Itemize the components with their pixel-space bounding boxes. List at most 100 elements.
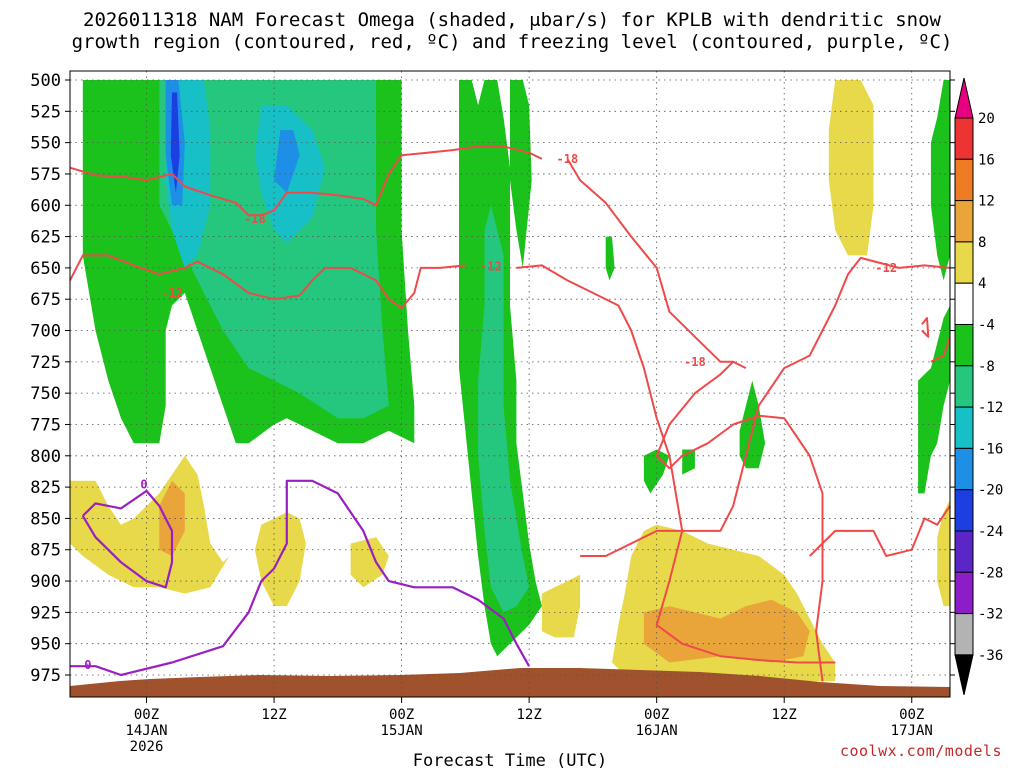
y-tick-label-500: 500 (30, 71, 61, 91)
y-tick-label-850: 850 (30, 509, 61, 529)
omega-region-15 (930, 80, 950, 281)
red-contour-0 (70, 145, 543, 217)
colorbar-bin-6 (954, 324, 974, 367)
colorbar-label-9: -20 (978, 483, 1003, 499)
colorbar-label-4: 4 (978, 276, 986, 292)
x-tick-sublabel-0-0: 14JAN (125, 723, 167, 739)
x-tick-sublabel-40-0: 16JAN (636, 723, 678, 739)
colorbar-bin-9 (954, 447, 974, 491)
colorbar-bottom-arrow (954, 654, 974, 696)
y-tick-label-725: 725 (30, 353, 61, 373)
omega-region-16 (828, 80, 874, 256)
y-tick-label-575: 575 (30, 165, 61, 185)
omega-region-18 (159, 480, 185, 556)
contour-lines: -18 -18 -18 -12 -12 -12 0 0 (70, 145, 950, 682)
colorbar-bin-2 (954, 158, 974, 202)
colorbar-label-11: -28 (978, 565, 1003, 581)
colorbar-label-8: -16 (978, 441, 1003, 457)
y-tick-label-925: 925 (30, 603, 61, 623)
gridlines (70, 71, 950, 697)
x-tick-sublabel-0-1: 2026 (130, 739, 164, 755)
y-tick-label-875: 875 (30, 541, 61, 561)
y-tick-label-525: 525 (30, 102, 61, 122)
y-tick-label-700: 700 (30, 322, 61, 342)
colorbar-label-5: -4 (978, 318, 995, 334)
y-tick-label-550: 550 (30, 134, 61, 154)
y-tick-label-600: 600 (30, 196, 61, 216)
red-contour-1 (566, 158, 747, 369)
y-axis: 500 525 550 575 600 625 650 675 700 725 750 775 800 8… (30, 71, 955, 686)
y-tick-label-650: 650 (30, 259, 61, 279)
red-contour-label-3: -12 (161, 286, 183, 300)
colorbar-label-0: 20 (978, 111, 995, 127)
red-contour-label-5: -12 (875, 261, 897, 275)
colorbar-label-12: -32 (978, 607, 1003, 623)
chart-title-line2: growth region (contoured, red, ºC) and f… (71, 31, 953, 53)
y-tick-label-750: 750 (30, 384, 61, 404)
colorbar-bin-10 (954, 489, 974, 532)
x-tick-sublabel-20-0: 15JAN (381, 723, 423, 739)
omega-shading (70, 80, 950, 682)
omega-region-5 (274, 130, 300, 193)
red-contour-label-2: -18 (684, 355, 706, 369)
omega-region-19 (254, 512, 306, 607)
omega-region-17 (70, 455, 230, 594)
omega-region-9 (510, 80, 532, 268)
red-contour-2 (655, 361, 824, 682)
red-contour-3 (70, 254, 466, 309)
colorbar-bin-11 (954, 530, 974, 573)
colorbar-bin-7 (954, 365, 974, 408)
colorbar-bin-3 (954, 200, 974, 243)
y-tick-label-800: 800 (30, 447, 61, 467)
x-tick-label-20: 00Z (389, 707, 414, 723)
x-tick-label-40: 00Z (644, 707, 669, 723)
chart-title-line1: 2026011318 NAM Forecast Omega (shaded, μ… (83, 9, 941, 31)
omega-region-21 (541, 574, 581, 638)
colorbar-bin-5 (954, 282, 974, 326)
y-tick-label-675: 675 (30, 290, 61, 310)
site-credit: coolwx.com/models (839, 742, 1002, 760)
plot-frame (69, 70, 951, 698)
y-tick-label-975: 975 (30, 666, 61, 686)
y-tick-label-625: 625 (30, 228, 61, 248)
colorbar-label-7: -12 (978, 400, 1003, 416)
red-contour-4 (516, 264, 836, 664)
colorbar-label-13: -36 (978, 648, 1003, 664)
red-contour-label-1: -18 (557, 152, 579, 166)
y-tick-label-950: 950 (30, 635, 61, 655)
colorbar-label-2: 12 (978, 194, 995, 210)
x-tick-label-60: 00Z (899, 707, 924, 723)
colorbar-label-10: -24 (978, 524, 1003, 540)
omega-region-22 (612, 524, 836, 682)
y-tick-label-900: 900 (30, 572, 61, 592)
x-tick-label-10: 12Z (261, 707, 286, 723)
red-contour-label-0: -18 (244, 212, 266, 226)
colorbar-top-arrow (954, 77, 974, 119)
colorbar-bin-4 (954, 241, 974, 284)
y-tick-label-825: 825 (30, 478, 61, 498)
omega-region-1 (159, 80, 389, 419)
omega-region-23 (643, 599, 810, 663)
colorbar-label-6: -8 (978, 359, 995, 375)
purple-contour-0 (81, 489, 174, 589)
omega-region-10 (605, 236, 615, 281)
x-tick-label-30: 12Z (516, 707, 541, 723)
red-contour-8 (930, 336, 950, 363)
x-tick-label-0: 00Z (134, 707, 159, 723)
red-contour-label-4: -12 (480, 260, 502, 274)
colorbar-label-3: 8 (978, 235, 986, 251)
colorbar-bin-13 (954, 613, 974, 656)
omega-region-11 (643, 449, 670, 494)
omega-region-14 (918, 305, 950, 494)
purple-contour-label-1: 0 (84, 658, 91, 672)
red-contour-6 (808, 505, 950, 557)
x-axis-label: Forecast Time (UTC) (413, 751, 607, 768)
colorbar-bin-12 (954, 571, 974, 615)
colorbar-bin-8 (954, 406, 974, 449)
purple-contour-label-0: 0 (140, 478, 147, 492)
y-tick-label-775: 775 (30, 415, 61, 435)
x-tick-label-50: 12Z (772, 707, 797, 723)
purple-contour-1 (70, 479, 531, 677)
